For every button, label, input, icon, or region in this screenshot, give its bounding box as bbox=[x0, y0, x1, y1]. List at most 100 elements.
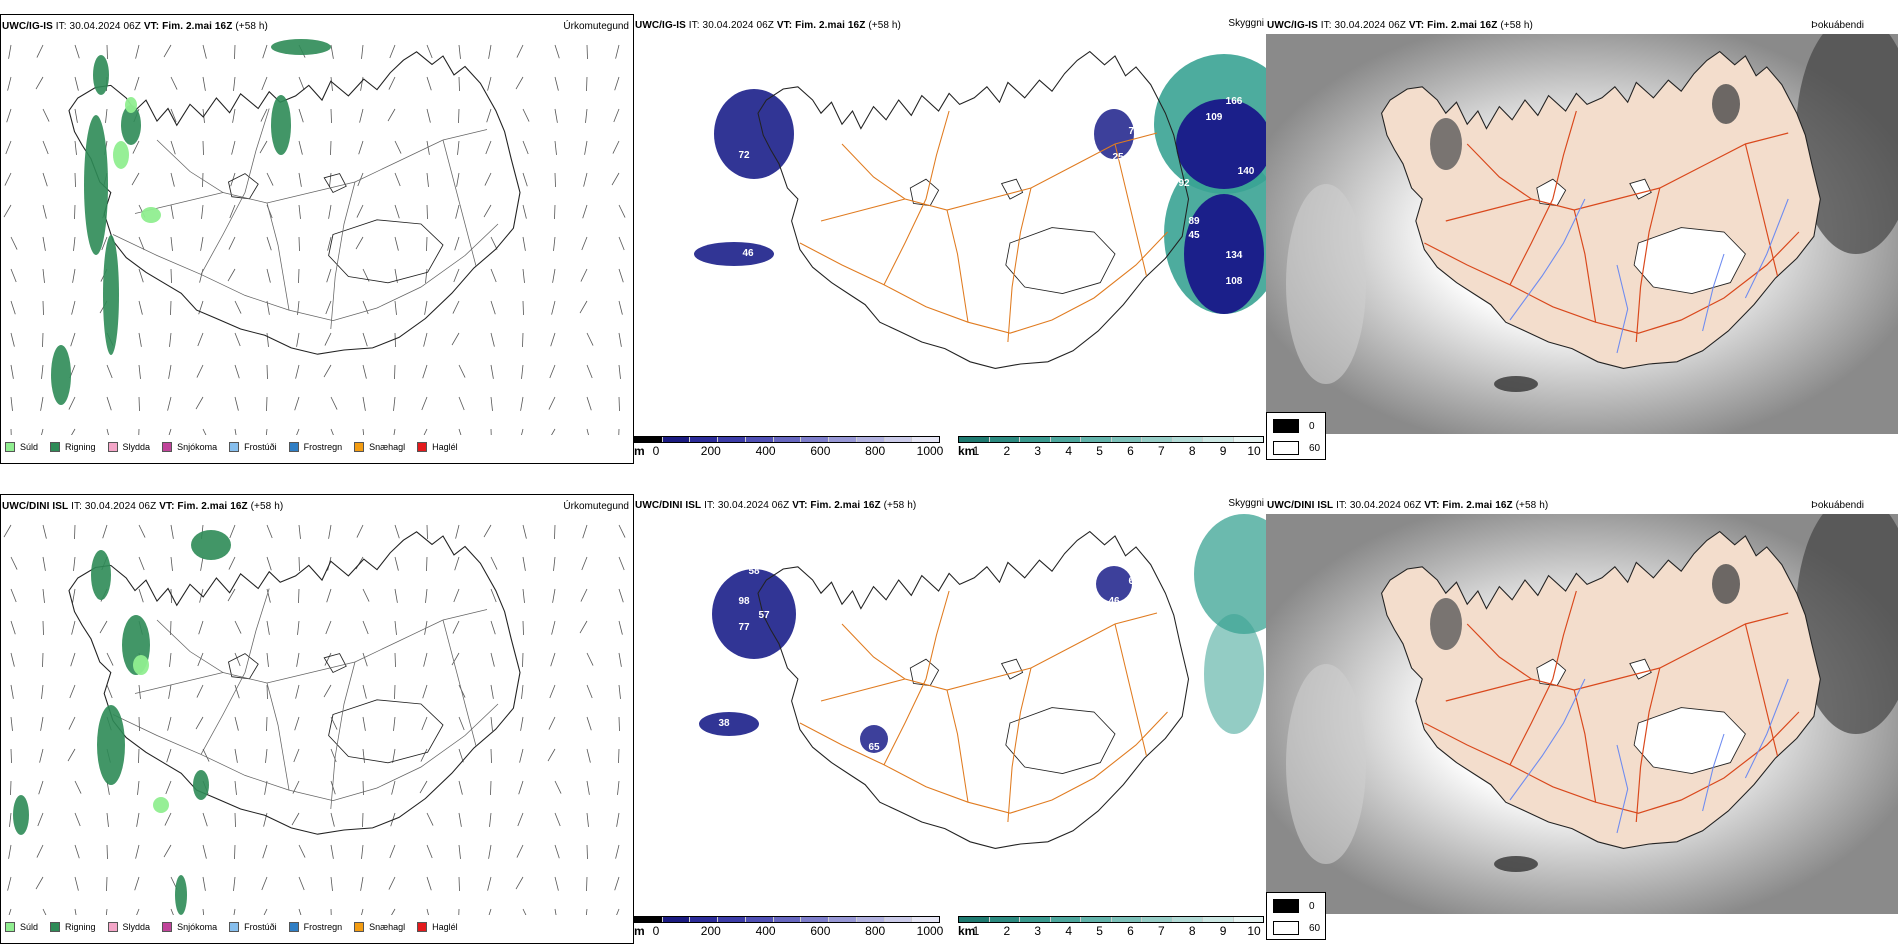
colorbar-segment bbox=[773, 437, 802, 442]
rain-area bbox=[97, 705, 125, 785]
legend-swatch bbox=[354, 442, 365, 452]
wind-barb bbox=[266, 524, 273, 539]
wind-barb bbox=[554, 876, 559, 891]
road-line bbox=[1114, 143, 1148, 277]
wind-barb bbox=[394, 524, 400, 539]
wind-barb bbox=[326, 588, 332, 603]
fog-index-area bbox=[1494, 376, 1538, 392]
wind-barb bbox=[234, 332, 241, 347]
wind-barb bbox=[234, 716, 239, 731]
wind-barb bbox=[298, 876, 305, 891]
legend-swatch bbox=[288, 922, 299, 932]
wind-barb bbox=[74, 876, 79, 891]
wind-barb bbox=[422, 684, 428, 699]
wind-barb bbox=[521, 364, 524, 379]
wind-barb bbox=[10, 236, 18, 250]
colorbar-strip bbox=[634, 916, 940, 923]
iceland bbox=[1381, 50, 1821, 369]
wind-barb bbox=[362, 300, 369, 315]
wind-barb bbox=[10, 652, 15, 667]
wind-barb bbox=[170, 268, 172, 284]
wind-barb bbox=[516, 844, 524, 858]
fog-index-area bbox=[1796, 34, 1898, 254]
wind-barb bbox=[458, 108, 460, 124]
wind-barb bbox=[394, 140, 402, 154]
road-line bbox=[799, 711, 1168, 814]
wind-barb bbox=[234, 684, 240, 699]
wind-barb bbox=[361, 908, 364, 915]
wind-barb bbox=[521, 428, 524, 435]
wind-barb bbox=[554, 44, 560, 59]
wind-barb bbox=[266, 684, 268, 700]
wind-barb bbox=[70, 332, 76, 347]
colorbar-tick: 1000 bbox=[916, 444, 944, 458]
wind-barb bbox=[458, 876, 460, 892]
wind-barb bbox=[138, 268, 144, 283]
road-line bbox=[442, 619, 477, 747]
iceland bbox=[757, 50, 1190, 369]
road-line bbox=[442, 139, 477, 267]
wind-barb bbox=[298, 172, 302, 187]
wind-barb bbox=[42, 300, 44, 316]
cloud-base-label: 57 bbox=[758, 610, 770, 621]
wind-barb bbox=[451, 652, 460, 666]
drizzle-area bbox=[141, 207, 161, 223]
wind-barb bbox=[358, 140, 364, 155]
wind-barb bbox=[266, 652, 269, 667]
wind-barb bbox=[10, 332, 15, 347]
wind-barb bbox=[138, 684, 141, 699]
wind-barb bbox=[584, 140, 588, 155]
colorbar-segment bbox=[959, 917, 990, 922]
wind-barb bbox=[554, 524, 556, 540]
wind-barb bbox=[586, 428, 589, 435]
visibility-panel-bottom: UWC/DINI ISL IT: 30.04.2024 06Z VT: Fim.… bbox=[634, 494, 1266, 944]
wind-barb bbox=[522, 172, 528, 187]
wind-barb bbox=[265, 748, 268, 763]
wind-barb bbox=[3, 524, 12, 538]
colorbar-segment bbox=[745, 437, 774, 442]
wind-barb bbox=[618, 748, 620, 764]
glacier-outline bbox=[1633, 227, 1746, 295]
wind-barb bbox=[136, 908, 140, 915]
wind-barb bbox=[356, 204, 364, 218]
wind-barb bbox=[324, 332, 332, 346]
wind-barb bbox=[328, 204, 332, 219]
wind-barb bbox=[234, 428, 237, 435]
wind-barb bbox=[266, 556, 272, 571]
river-line bbox=[1744, 678, 1789, 779]
wind-barb bbox=[553, 236, 556, 251]
wind-barb bbox=[362, 652, 368, 667]
road-line bbox=[1744, 143, 1779, 277]
wind-barb bbox=[490, 620, 496, 635]
wind-barb bbox=[618, 204, 626, 218]
wind-barb bbox=[298, 268, 300, 284]
road-line bbox=[1007, 667, 1032, 823]
rain-area bbox=[51, 345, 71, 405]
wind-barb bbox=[74, 172, 76, 188]
wind-barb bbox=[138, 332, 142, 347]
colorbar-segment bbox=[1233, 917, 1263, 922]
wind-barb bbox=[586, 748, 591, 763]
wind-barb bbox=[579, 300, 588, 314]
wind-barb bbox=[170, 236, 173, 251]
wind-barb bbox=[426, 812, 434, 826]
wind-barb bbox=[68, 716, 76, 730]
wind-barb bbox=[522, 620, 524, 636]
wind-barb bbox=[423, 428, 428, 435]
panel-title: Úrkomutegund bbox=[563, 501, 629, 512]
wind-barb bbox=[522, 556, 526, 571]
panel-title: Þokuábendi bbox=[1811, 500, 1864, 511]
wind-barb bbox=[551, 428, 556, 435]
wind-barb bbox=[170, 524, 174, 539]
wind-barb bbox=[138, 236, 145, 251]
wind-barb bbox=[106, 652, 114, 666]
wind-barb bbox=[426, 908, 429, 915]
colorbar-segment bbox=[1081, 917, 1112, 922]
wind-barb bbox=[554, 780, 562, 794]
wind-barb bbox=[138, 428, 140, 435]
rain-area bbox=[271, 39, 331, 55]
wind-barb bbox=[522, 204, 527, 219]
wind-barb bbox=[581, 236, 588, 251]
fog-legend-item: 0 bbox=[1273, 899, 1315, 913]
wind-barb bbox=[425, 588, 428, 603]
